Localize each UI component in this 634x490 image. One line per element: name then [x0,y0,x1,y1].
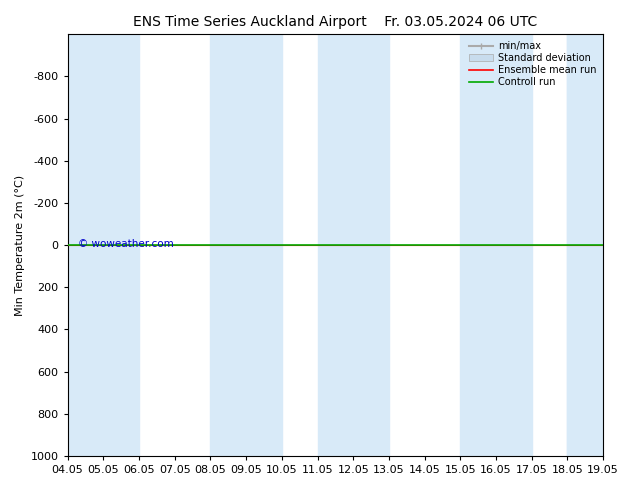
Text: © woweather.com: © woweather.com [78,239,174,249]
Bar [318,34,353,456]
Bar [103,34,139,456]
Legend: min/max, Standard deviation, Ensemble mean run, Controll run: min/max, Standard deviation, Ensemble me… [465,37,600,91]
Bar [567,34,603,456]
Title: ENS Time Series Auckland Airport    Fr. 03.05.2024 06 UTC: ENS Time Series Auckland Airport Fr. 03.… [133,15,538,29]
Bar [567,34,603,456]
Bar [246,34,281,456]
Bar [210,34,246,456]
Bar [353,34,389,456]
Bar [68,34,103,456]
Bar [460,34,496,456]
Bar [496,34,532,456]
Y-axis label: Min Temperature 2m (°C): Min Temperature 2m (°C) [15,174,25,316]
